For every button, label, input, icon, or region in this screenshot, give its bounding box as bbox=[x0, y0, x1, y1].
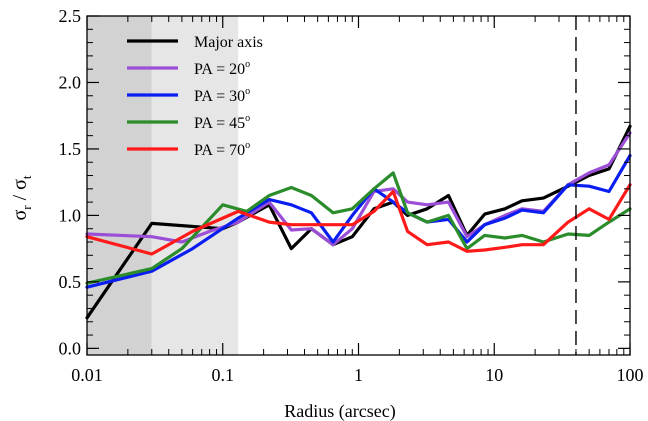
x-tick-label: 0.1 bbox=[212, 365, 235, 385]
x-axis-label: Radius (arcsec) bbox=[284, 401, 395, 421]
y-tick-label: 1.0 bbox=[59, 205, 82, 225]
shaded-regions bbox=[87, 16, 239, 355]
legend-label-4: PA = 45o bbox=[194, 113, 250, 132]
legend-degree-sup: o bbox=[245, 59, 250, 70]
series-line-5 bbox=[85, 183, 632, 256]
y-tick-label: 0.5 bbox=[59, 272, 82, 292]
legend-degree-sup: o bbox=[245, 140, 250, 151]
x-tick-label: 0.01 bbox=[71, 365, 103, 385]
shaded-region-1 bbox=[87, 16, 152, 355]
legend-degree-sup: o bbox=[245, 113, 250, 124]
y-axis-label-slash: / bbox=[9, 190, 31, 206]
x-tick-label: 1 bbox=[354, 365, 363, 385]
legend-label-5: PA = 70o bbox=[194, 140, 250, 159]
y-axis-label: σr / σt bbox=[9, 175, 34, 220]
legend-label-3: PA = 30o bbox=[194, 86, 250, 105]
y-tick-label: 2.0 bbox=[59, 72, 82, 92]
x-tick-label: 10 bbox=[485, 365, 503, 385]
y-tick-label: 0.0 bbox=[59, 338, 82, 358]
y-axis-label-sub-t: t bbox=[19, 175, 34, 179]
x-tick-label: 100 bbox=[617, 365, 644, 385]
y-axis-label-sub-r: r bbox=[19, 205, 34, 210]
y-axis-label-main: σ bbox=[9, 210, 31, 221]
axis-ticks bbox=[86, 15, 631, 355]
legend-label-2: PA = 20o bbox=[194, 59, 250, 78]
y-tick-label: 2.5 bbox=[59, 6, 82, 26]
series-lines bbox=[85, 124, 632, 320]
shaded-region-2 bbox=[151, 16, 239, 355]
y-tick-label: 1.5 bbox=[59, 139, 82, 159]
y-axis-label-main2: σ bbox=[9, 179, 31, 190]
legend-label-1: Major axis bbox=[194, 34, 263, 51]
tick-labels: 0.01 0.1 1 10 100 0.0 0.5 1.0 1.5 2.0 2.5 bbox=[59, 6, 644, 385]
legend: Major axis PA = 20o PA = 30o PA = 45o PA = 7… bbox=[127, 34, 263, 159]
legend-degree-sup: o bbox=[245, 86, 250, 97]
